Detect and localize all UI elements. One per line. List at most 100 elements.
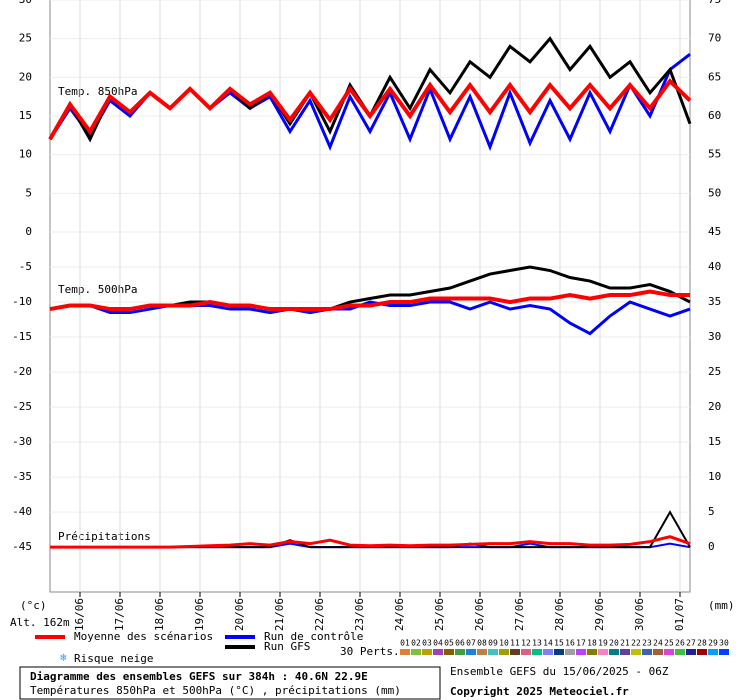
unit-label: (mm) [708, 599, 735, 612]
perturbation-swatch [422, 649, 432, 655]
perturbation-label: 03 [422, 639, 432, 648]
perturbation-label: 22 [631, 639, 641, 648]
perturbation-label: 11 [510, 639, 520, 648]
perturbation-swatch [653, 649, 663, 655]
perturbation-label: 09 [488, 639, 498, 648]
x-tick-label: 21/06 [273, 598, 286, 631]
perturbation-label: 23 [642, 639, 652, 648]
perturbation-swatch [455, 649, 465, 655]
perturbation-swatch [609, 649, 619, 655]
perturbation-swatch [719, 649, 729, 655]
perturbation-swatch [477, 649, 487, 655]
perturbation-label: 17 [576, 639, 586, 648]
perturbation-swatch [554, 649, 564, 655]
perturbation-label: 18 [587, 639, 597, 648]
x-tick-label: 27/06 [513, 598, 526, 631]
footer-title: Diagramme des ensembles GEFS sur 384h : … [30, 670, 368, 683]
perturbation-label: 25 [664, 639, 674, 648]
x-tick-label: 17/06 [113, 598, 126, 631]
x-tick-label: 30/06 [633, 598, 646, 631]
perturbation-label: 30 [719, 639, 729, 648]
x-tick-label: 19/06 [193, 598, 206, 631]
panel-label: Temp. 500hPa [58, 283, 137, 296]
perturbation-swatch [532, 649, 542, 655]
y2-tick-label: 65 [708, 70, 721, 83]
y-tick-label: 10 [19, 148, 32, 161]
perturbation-title: 30 Perts. [340, 645, 400, 658]
y2-tick-label: 20 [708, 400, 721, 413]
y2-tick-label: 70 [708, 32, 721, 45]
perturbation-swatch [598, 649, 608, 655]
y-tick-label: -10 [12, 295, 32, 308]
perturbation-label: 04 [433, 639, 443, 648]
perturbation-label: 07 [466, 639, 476, 648]
perturbation-swatch [433, 649, 443, 655]
y-tick-label: 20 [19, 70, 32, 83]
y2-tick-label: 25 [708, 365, 721, 378]
panel-label: Temp. 850hPa [58, 85, 137, 98]
legend-label: Run de contrôle [264, 630, 363, 643]
perturbation-swatch [675, 649, 685, 655]
snow-icon: ❄ [60, 651, 67, 664]
x-tick-label: 26/06 [473, 598, 486, 631]
perturbation-swatch [565, 649, 575, 655]
x-tick-label: 28/06 [553, 598, 566, 631]
x-tick-label: 01/07 [673, 598, 686, 631]
perturbation-label: 20 [609, 639, 619, 648]
y2-tick-label: 0 [708, 540, 715, 553]
perturbation-swatch [488, 649, 498, 655]
y2-tick-label: 30 [708, 330, 721, 343]
perturbation-label: 05 [444, 639, 454, 648]
y-tick-label: 0 [25, 225, 32, 238]
y2-tick-label: 55 [708, 148, 721, 161]
legend-label: Moyenne des scénarios [74, 630, 213, 643]
perturbation-label: 24 [653, 639, 663, 648]
footer-box [19, 666, 441, 700]
y2-tick-label: 35 [708, 295, 721, 308]
perturbation-label: 14 [543, 639, 553, 648]
y2-tick-label: 40 [708, 260, 721, 273]
y-tick-label: -35 [12, 470, 32, 483]
perturbation-label: 08 [477, 639, 487, 648]
perturbation-label: 12 [521, 639, 531, 648]
perturbation-swatch [510, 649, 520, 655]
y-tick-label: 5 [25, 186, 32, 199]
series-line [48, 78, 692, 141]
perturbation-swatch [400, 649, 410, 655]
perturbation-swatch [587, 649, 597, 655]
y-tick-label: 30 [19, 0, 32, 6]
x-tick-label: 24/06 [393, 598, 406, 631]
perturbation-swatch [499, 649, 509, 655]
y-tick-label: -45 [12, 540, 32, 553]
y2-tick-label: 50 [708, 186, 721, 199]
y-tick-label: 15 [19, 109, 32, 122]
perturbation-swatch [642, 649, 652, 655]
series-line [49, 300, 691, 336]
x-tick-label: 20/06 [233, 598, 246, 631]
y-tick-label: 25 [19, 32, 32, 45]
perturbation-swatch [686, 649, 696, 655]
perturbation-label: 28 [697, 639, 707, 648]
perturbation-label: 16 [565, 639, 575, 648]
y-tick-label: -20 [12, 365, 32, 378]
perturbation-label: 02 [411, 639, 421, 648]
perturbation-swatch [444, 649, 454, 655]
y2-tick-label: 75 [708, 0, 721, 6]
perturbation-label: 01 [400, 639, 410, 648]
perturbation-swatch [521, 649, 531, 655]
perturbation-swatch [466, 649, 476, 655]
y2-tick-label: 10 [708, 470, 721, 483]
x-tick-label: 18/06 [153, 598, 166, 631]
legend-label: Run GFS [264, 640, 310, 653]
series-line [49, 289, 690, 312]
perturbation-swatch [697, 649, 707, 655]
perturbation-label: 26 [675, 639, 685, 648]
perturbation-swatch [664, 649, 674, 655]
perturbation-swatch [620, 649, 630, 655]
panel-label: Précipitations [58, 530, 151, 543]
perturbation-swatch [708, 649, 718, 655]
perturbation-label: 21 [620, 639, 630, 648]
y-tick-label: -30 [12, 435, 32, 448]
footer-copyright: Copyright 2025 Meteociel.fr [450, 685, 629, 698]
